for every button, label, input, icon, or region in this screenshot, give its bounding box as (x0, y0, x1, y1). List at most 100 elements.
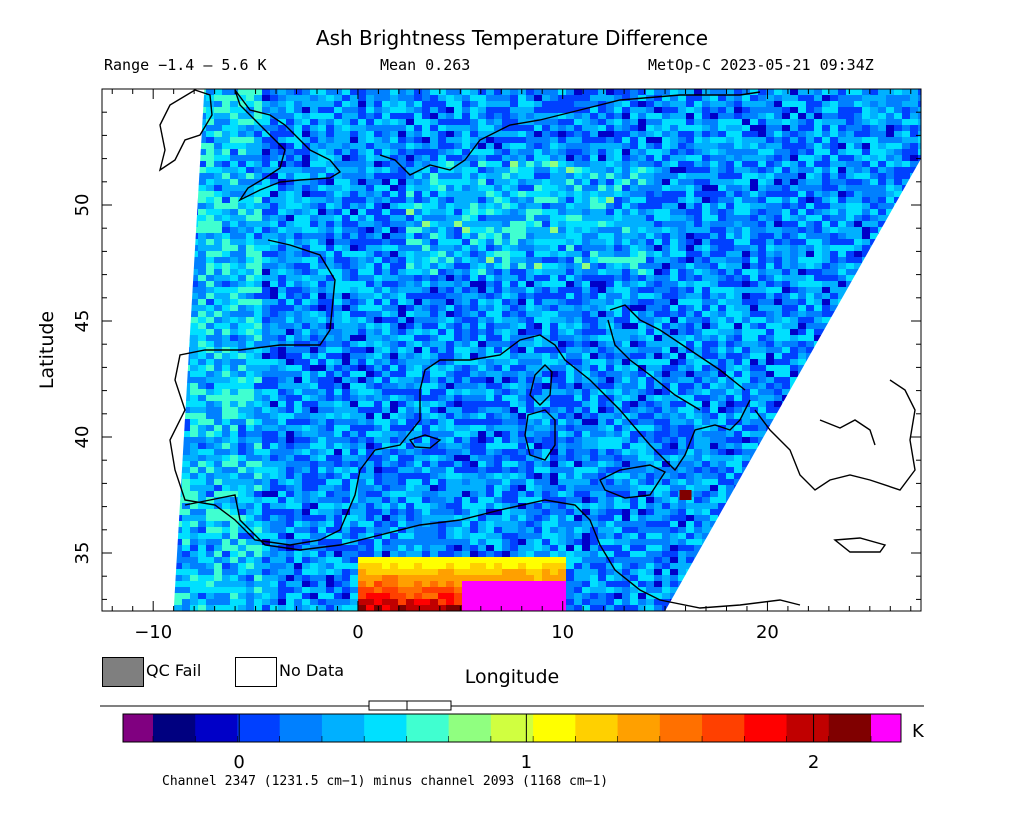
heatmap-cell (694, 179, 702, 185)
heatmap-cell (526, 155, 534, 161)
heatmap-cell (254, 191, 262, 197)
heatmap-cell (358, 125, 366, 131)
heatmap-cell (262, 227, 270, 233)
heatmap-cell (718, 269, 726, 275)
heatmap-cell (502, 305, 510, 311)
heatmap-cell (374, 95, 382, 101)
heatmap-cell (702, 233, 710, 239)
heatmap-cell (510, 215, 518, 221)
heatmap-cell (502, 113, 510, 119)
heatmap-cell (510, 89, 518, 95)
heatmap-cell (173, 119, 174, 125)
heatmap-cell (334, 203, 342, 209)
heatmap-cell (486, 251, 494, 257)
heatmap-cell (494, 329, 502, 335)
heatmap-cell (374, 233, 382, 239)
heatmap-cell (342, 137, 350, 143)
heatmap-cell (150, 377, 158, 383)
heatmap-cell (126, 131, 134, 137)
heatmap-cell (294, 173, 302, 179)
heatmap-cell (134, 197, 142, 203)
heatmap-cell (454, 107, 462, 113)
heatmap-cell (246, 161, 254, 167)
heatmap-cell (598, 347, 606, 353)
heatmap-cell (726, 149, 734, 155)
heatmap-cell (534, 221, 542, 227)
heatmap-cell (398, 221, 406, 227)
heatmap-cell (686, 287, 694, 293)
heatmap-cell (270, 119, 278, 125)
heatmap-cell (190, 341, 198, 347)
heatmap-cell (870, 119, 878, 125)
heatmap-cell (254, 101, 262, 107)
heatmap-cell (478, 137, 486, 143)
heatmap-cell (878, 137, 886, 143)
heatmap-cell (158, 95, 166, 101)
heatmap-cell (102, 239, 110, 245)
heatmap-cell (358, 335, 366, 341)
heatmap-cell (534, 137, 542, 143)
heatmap-cell (910, 137, 918, 143)
heatmap-cell (366, 173, 374, 179)
heatmap-cell (518, 179, 526, 185)
heatmap-cell (438, 197, 446, 203)
heatmap-cell (510, 365, 518, 371)
heatmap-cell (814, 95, 822, 101)
heatmap-cell (614, 173, 622, 179)
heatmap-cell (646, 221, 654, 227)
heatmap-cell (270, 155, 278, 161)
heatmap-cell (622, 245, 630, 251)
heatmap-cell (582, 287, 590, 293)
heatmap-cell (446, 185, 454, 191)
heatmap-cell (414, 167, 422, 173)
heatmap-cell (150, 197, 158, 203)
heatmap-cell (518, 293, 526, 299)
heatmap-cell (606, 191, 614, 197)
heatmap-cell (846, 299, 854, 305)
heatmap-cell (406, 95, 414, 101)
heatmap-cell (534, 89, 542, 95)
heatmap-cell (286, 275, 294, 281)
heatmap-cell (790, 173, 798, 179)
heatmap-cell (526, 341, 534, 347)
heatmap-cell (182, 221, 190, 227)
heatmap-cell (486, 107, 494, 113)
heatmap-cell (534, 365, 542, 371)
heatmap-cell (566, 143, 574, 149)
heatmap-cell (422, 137, 430, 143)
heatmap-cell (238, 257, 246, 263)
heatmap-cell (894, 311, 902, 317)
heatmap-cell (270, 149, 278, 155)
heatmap-cell (806, 167, 814, 173)
heatmap-cell (782, 131, 790, 137)
heatmap-cell (342, 203, 350, 209)
heatmap-cell (438, 251, 446, 257)
heatmap-cell (806, 191, 814, 197)
heatmap-cell (654, 203, 662, 209)
heatmap-cell (238, 95, 246, 101)
heatmap-cell (294, 341, 302, 347)
heatmap-cell (670, 173, 678, 179)
heatmap-cell (518, 359, 526, 365)
heatmap-cell (542, 197, 550, 203)
heatmap-cell (270, 257, 278, 263)
heatmap-cell (110, 101, 118, 107)
heatmap-cell (326, 227, 334, 233)
heatmap-cell (606, 113, 614, 119)
heatmap-cell (174, 173, 182, 179)
heatmap-cell (173, 143, 174, 149)
heatmap-cell (214, 179, 222, 185)
heatmap-cell (646, 275, 654, 281)
heatmap-cell (614, 323, 622, 329)
heatmap-cell (566, 101, 574, 107)
heatmap-cell (774, 257, 782, 263)
heatmap-cell (902, 107, 910, 113)
heatmap-cell (342, 155, 350, 161)
heatmap-cell (510, 323, 518, 329)
heatmap-cell (382, 173, 390, 179)
heatmap-cell (726, 371, 734, 377)
heatmap-cell (598, 143, 606, 149)
heatmap-cell (126, 335, 134, 341)
heatmap-cell (798, 359, 806, 365)
heatmap-cell (918, 185, 921, 191)
